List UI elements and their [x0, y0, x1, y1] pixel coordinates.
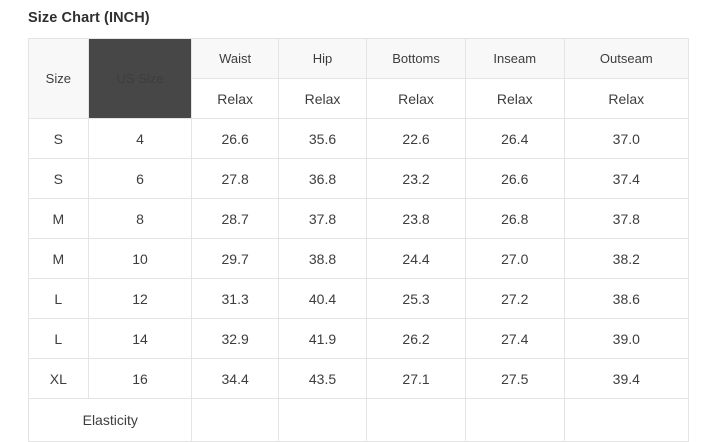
- elasticity-row: Elasticity: [27, 398, 690, 442]
- table-body: S 4 26.6 35.6 22.6 26.4 37.0 S 6 27.8 36…: [27, 118, 690, 442]
- cell-waist: 28.7: [191, 198, 279, 239]
- cell-size: S: [28, 118, 89, 159]
- cell-waist: 31.3: [191, 278, 279, 319]
- cell-hip: 35.6: [277, 118, 368, 159]
- elasticity-outseam: [563, 398, 690, 442]
- size-chart-table: Size US Size Waist Hip Bottoms Inseam Ou…: [27, 38, 690, 442]
- cell-outseam: 37.0: [563, 118, 690, 159]
- cell-waist: 27.8: [191, 158, 279, 199]
- subheader-waist-relax: Relax: [191, 78, 279, 119]
- cell-outseam: 39.0: [563, 318, 690, 359]
- cell-bottoms: 23.2: [366, 158, 466, 199]
- cell-us-size: 4: [87, 118, 193, 159]
- cell-inseam: 26.6: [464, 158, 565, 199]
- column-header-waist: Waist: [191, 38, 279, 79]
- table-row: XL 16 34.4 43.5 27.1 27.5 39.4: [28, 358, 690, 399]
- cell-outseam: 37.4: [563, 158, 690, 199]
- table-row: L 12 31.3 40.4 25.3 27.2 38.6: [28, 278, 690, 319]
- cell-size: M: [28, 238, 89, 279]
- header-row-secondary: Relax Relax Relax Relax Relax: [29, 78, 690, 119]
- subheader-hip-relax: Relax: [277, 78, 368, 119]
- cell-waist: 34.4: [191, 358, 279, 399]
- column-header-hip: Hip: [277, 38, 368, 79]
- cell-us-size: 6: [87, 158, 193, 199]
- cell-inseam: 26.8: [464, 198, 565, 239]
- cell-waist: 26.6: [191, 118, 279, 159]
- elasticity-hip: [277, 398, 368, 442]
- cell-hip: 36.8: [277, 158, 368, 199]
- elasticity-bottoms: [366, 398, 466, 442]
- cell-hip: 41.9: [277, 318, 368, 359]
- header-row-primary: Size US Size Waist Hip Bottoms Inseam Ou…: [28, 38, 690, 119]
- cell-inseam: 27.0: [464, 238, 565, 279]
- cell-size: L: [28, 278, 89, 319]
- elasticity-label: Elasticity: [27, 398, 193, 442]
- cell-outseam: 39.4: [563, 358, 690, 399]
- page-title: Size Chart (INCH): [28, 10, 150, 26]
- column-header-size: Size: [28, 38, 89, 119]
- table-row: S 6 27.8 36.8 23.2 26.6 37.4: [28, 158, 690, 199]
- cell-size: S: [28, 158, 89, 199]
- cell-inseam: 27.5: [464, 358, 565, 399]
- cell-bottoms: 22.6: [366, 118, 466, 159]
- cell-waist: 32.9: [191, 318, 279, 359]
- cell-hip: 38.8: [277, 238, 368, 279]
- elasticity-inseam: [464, 398, 565, 442]
- table-header: Size US Size Waist Hip Bottoms Inseam Ou…: [28, 38, 690, 119]
- table-row: M 8 28.7 37.8 23.8 26.8 37.8: [28, 198, 690, 239]
- column-header-us-size: US Size: [87, 38, 193, 119]
- cell-bottoms: 23.8: [366, 198, 466, 239]
- cell-bottoms: 27.1: [366, 358, 466, 399]
- cell-hip: 40.4: [277, 278, 368, 319]
- cell-bottoms: 26.2: [366, 318, 466, 359]
- cell-bottoms: 24.4: [366, 238, 466, 279]
- cell-hip: 43.5: [277, 358, 368, 399]
- table-row: S 4 26.6 35.6 22.6 26.4 37.0: [28, 118, 690, 159]
- size-chart-page: Size Chart (INCH) Size US Size Waist Hip…: [27, 10, 690, 442]
- elasticity-waist: [191, 398, 279, 442]
- cell-waist: 29.7: [191, 238, 279, 279]
- cell-inseam: 26.4: [464, 118, 565, 159]
- cell-outseam: 38.6: [563, 278, 690, 319]
- cell-us-size: 16: [87, 358, 193, 399]
- subheader-inseam-relax: Relax: [464, 78, 565, 119]
- cell-us-size: 14: [87, 318, 193, 359]
- cell-us-size: 8: [87, 198, 193, 239]
- table-row: L 14 32.9 41.9 26.2 27.4 39.0: [28, 318, 690, 359]
- cell-size: L: [28, 318, 89, 359]
- cell-size: XL: [28, 358, 89, 399]
- subheader-bottoms-relax: Relax: [366, 78, 466, 119]
- cell-inseam: 27.2: [464, 278, 565, 319]
- table-row: M 10 29.7 38.8 24.4 27.0 38.2: [28, 238, 690, 279]
- cell-bottoms: 25.3: [366, 278, 466, 319]
- cell-outseam: 38.2: [563, 238, 690, 279]
- column-header-inseam: Inseam: [464, 38, 565, 79]
- subheader-outseam-relax: Relax: [563, 78, 690, 119]
- cell-us-size: 12: [87, 278, 193, 319]
- cell-outseam: 37.8: [563, 198, 690, 239]
- cell-size: M: [28, 198, 89, 239]
- cell-us-size: 10: [87, 238, 193, 279]
- column-header-outseam: Outseam: [563, 38, 690, 79]
- column-header-bottoms: Bottoms: [366, 38, 466, 79]
- cell-hip: 37.8: [277, 198, 368, 239]
- cell-inseam: 27.4: [464, 318, 565, 359]
